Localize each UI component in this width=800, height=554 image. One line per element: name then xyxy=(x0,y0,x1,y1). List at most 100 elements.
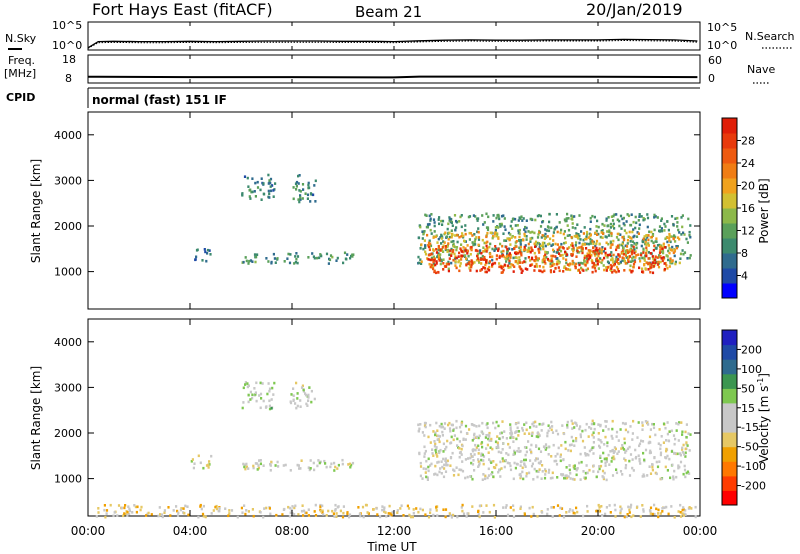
scatter-cell xyxy=(501,436,504,439)
scatter-cell xyxy=(639,515,642,518)
scatter-cell xyxy=(630,213,633,216)
scatter-cell xyxy=(627,258,630,262)
scatter-cell xyxy=(169,514,172,517)
scatter-cell xyxy=(547,453,550,456)
scatter-cell xyxy=(613,227,616,230)
scatter-cell xyxy=(435,271,438,275)
scatter-cell xyxy=(563,432,566,436)
scatter-cell xyxy=(546,434,549,438)
colorbar-segment xyxy=(722,373,737,389)
scatter-cell xyxy=(579,435,582,439)
scatter-cell xyxy=(646,474,649,477)
scatter-cell xyxy=(254,393,257,396)
x-tick-label: 16:00 xyxy=(479,524,514,538)
scatter-cell xyxy=(611,243,614,246)
scatter-cell xyxy=(613,269,616,273)
scatter-cell xyxy=(520,268,523,271)
scatter-cell xyxy=(262,464,265,467)
scatter-cell xyxy=(644,238,647,242)
scatter-cell xyxy=(440,460,443,463)
scatter-cell xyxy=(563,230,566,233)
scatter-cell xyxy=(482,258,485,261)
noise-left-tick-top: 10^5 xyxy=(52,19,82,32)
scatter-cell xyxy=(609,222,612,226)
scatter-cell xyxy=(117,504,121,507)
scatter-cell xyxy=(661,259,664,263)
scatter-cell xyxy=(602,232,605,236)
scatter-cell xyxy=(441,246,444,249)
scatter-cell xyxy=(249,398,252,401)
scatter-cell xyxy=(597,503,600,507)
scatter-cell xyxy=(592,431,595,434)
scatter-cell xyxy=(454,264,457,267)
scatter-cell xyxy=(551,515,554,518)
scatter-cell xyxy=(558,514,561,517)
colorbar-segment xyxy=(722,359,737,375)
scatter-cell xyxy=(565,267,568,270)
scatter-cell xyxy=(614,515,617,518)
scatter-cell xyxy=(455,419,458,423)
scatter-cell xyxy=(307,508,310,511)
colorbar-segment xyxy=(722,178,737,194)
scatter-cell xyxy=(304,392,307,395)
scatter-cell xyxy=(591,214,594,218)
scatter-cell xyxy=(596,251,599,254)
scatter-cell xyxy=(324,462,327,465)
scatter-cell xyxy=(588,468,591,472)
scatter-cell xyxy=(424,471,427,474)
scatter-cell xyxy=(425,225,428,229)
scatter-cell xyxy=(541,470,544,473)
scatter-cell xyxy=(579,271,582,274)
scatter-cell xyxy=(480,458,483,462)
scatter-cell xyxy=(584,264,587,267)
scatter-cell xyxy=(598,444,601,448)
scatter-cell xyxy=(523,513,526,516)
scatter-cell xyxy=(687,217,690,221)
scatter-cell xyxy=(597,423,600,426)
scatter-cell xyxy=(479,269,482,272)
scatter-cell xyxy=(462,250,465,254)
scatter-cell xyxy=(577,234,580,237)
scatter-cell xyxy=(417,423,420,427)
scatter-cell xyxy=(420,262,423,265)
scatter-cell xyxy=(656,244,660,247)
scatter-cell xyxy=(620,227,623,230)
scatter-cell xyxy=(599,439,602,442)
scatter-cell xyxy=(598,465,601,468)
scatter-cell xyxy=(483,241,486,245)
scatter-cell xyxy=(627,256,630,260)
scatter-cell xyxy=(529,217,532,221)
scatter-cell xyxy=(439,253,442,256)
scatter-cell xyxy=(426,257,429,260)
scatter-cell xyxy=(457,446,460,449)
scatter-cell xyxy=(427,253,430,257)
scatter-cell xyxy=(265,506,268,510)
scatter-cell xyxy=(268,404,271,408)
scatter-cell xyxy=(686,444,689,447)
scatter-cell xyxy=(498,254,501,258)
scatter-cell xyxy=(644,420,647,423)
scatter-cell xyxy=(294,504,297,508)
scatter-cell xyxy=(595,229,598,233)
scatter-cell xyxy=(321,504,324,508)
scatter-cell xyxy=(135,510,138,514)
scatter-cell xyxy=(601,222,604,226)
scatter-cell xyxy=(541,464,544,467)
scatter-cell xyxy=(668,430,671,433)
scatter-cell xyxy=(592,242,595,246)
scatter-cell xyxy=(612,261,615,264)
noise-panel-frame xyxy=(87,21,701,51)
scatter-cell xyxy=(437,244,440,248)
scatter-cell xyxy=(438,256,441,259)
scatter-cell xyxy=(670,215,674,218)
scatter-cell xyxy=(499,475,502,478)
scatter-cell xyxy=(432,255,435,259)
scatter-cell xyxy=(263,192,266,196)
scatter-cell xyxy=(333,469,336,472)
scatter-cell xyxy=(575,255,578,258)
scatter-cell xyxy=(330,462,333,466)
scatter-cell xyxy=(500,451,503,454)
scatter-cell xyxy=(536,515,539,518)
scatter-cell xyxy=(660,229,664,233)
